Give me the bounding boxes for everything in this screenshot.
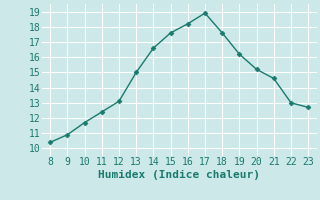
X-axis label: Humidex (Indice chaleur): Humidex (Indice chaleur) (98, 170, 260, 180)
